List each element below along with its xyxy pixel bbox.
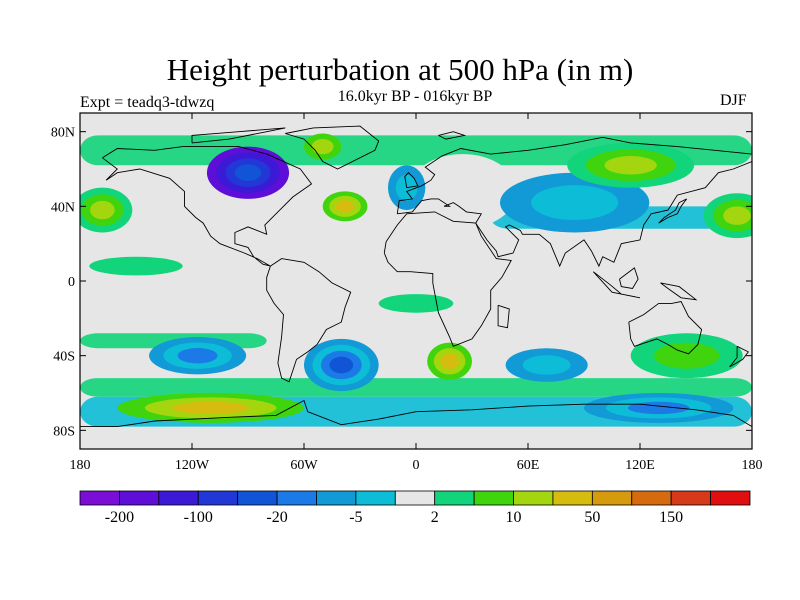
coastline-indonesia <box>592 271 641 299</box>
coastline-borneo <box>619 267 639 289</box>
anomaly-southern-ocean-high <box>117 393 304 423</box>
coastline-britain <box>404 172 419 189</box>
contour-level <box>654 342 720 369</box>
colorbar-swatch <box>473 490 514 506</box>
contour-level <box>172 401 250 415</box>
anomaly-north-atlantic-high <box>322 191 368 222</box>
contour-level <box>177 347 218 364</box>
chart-subtitle: 16.0kyr BP - 016kyr BP <box>337 88 493 105</box>
anomaly-south-africa-high <box>427 342 472 380</box>
coastline-antarctica <box>80 399 752 428</box>
colorbar-swatch <box>434 490 475 506</box>
x-tick-label: 120W <box>175 458 210 473</box>
contour-level <box>329 356 354 374</box>
colorbar-label: 50 <box>584 509 600 526</box>
anomaly-asia-low <box>500 172 650 233</box>
contour-level <box>378 294 454 313</box>
colorbar-label: -5 <box>349 509 362 526</box>
x-tick-label: 180 <box>70 458 91 473</box>
anomaly-eastern-europe-ring <box>408 154 517 229</box>
colorbar-swatch <box>552 490 593 506</box>
anomaly-australia-high <box>630 333 743 379</box>
colorbar-label: 10 <box>506 509 522 526</box>
colorbar-label: -20 <box>266 509 287 526</box>
anomaly-tropical-west-band <box>89 256 183 276</box>
contour-level <box>89 256 183 276</box>
contour-level <box>723 206 751 225</box>
season-label: DJF <box>720 92 747 109</box>
contour-level <box>522 355 571 375</box>
coastline-south-america <box>266 258 352 383</box>
contour-level <box>311 138 334 155</box>
y-tick-label: 40S <box>53 350 75 365</box>
coastline-australia <box>628 300 703 355</box>
axis-ticks: 80N 40N 0 40S 80S 180 120W 60W 0 60E 120E 180 <box>51 113 763 473</box>
contour-level <box>234 164 262 182</box>
field-band-1 <box>80 378 752 397</box>
colorbar-label: -100 <box>184 509 213 526</box>
anomaly-greenland-high <box>304 133 342 160</box>
coastline-svalbard <box>438 131 467 140</box>
coastline-arctic-islands <box>191 127 286 144</box>
anomaly-southern-ocean-low <box>584 393 734 423</box>
colorbar-swatch <box>158 490 199 506</box>
coastline-africa <box>383 211 512 347</box>
anomaly-siberia-high <box>567 142 695 188</box>
experiment-label: Expt = teadq3-tdwzq <box>80 94 215 111</box>
colorbar-swatch <box>119 490 160 506</box>
anomaly-south-indian-low <box>505 348 588 382</box>
contour-level <box>604 156 657 175</box>
anomaly-east-pacific-high <box>80 187 133 233</box>
coastline-new-guinea <box>660 282 698 301</box>
contour-level <box>335 200 355 213</box>
contour-level <box>408 154 517 229</box>
colorbar-label: 150 <box>659 509 683 526</box>
contour-level <box>440 353 459 369</box>
contour-level <box>531 185 619 221</box>
y-tick-label: 0 <box>68 275 75 290</box>
coastline-madagascar <box>497 304 510 329</box>
colorbar-swatch <box>79 490 120 506</box>
colorbar-swatch <box>276 490 317 506</box>
x-tick-label: 60W <box>290 458 318 473</box>
anomaly-south-pacific-low <box>149 337 247 375</box>
anomaly-tropical-africa-band <box>378 294 454 313</box>
colorbar-swatch <box>710 490 751 506</box>
anomaly-south-atlantic-low <box>304 338 379 392</box>
chart-title: Height perturbation at 500 hPa (in m) <box>166 52 634 87</box>
colorbar-swatch <box>394 490 436 506</box>
x-tick-label: 60E <box>517 458 540 473</box>
colorbar-label: 2 <box>431 509 439 526</box>
y-tick-label: 40N <box>51 200 75 215</box>
contour-field <box>80 113 752 449</box>
y-tick-label: 80S <box>53 424 75 439</box>
colorbar: -200 -100 -20 -5 2 10 50 150 <box>79 490 751 526</box>
coastline-eurasia <box>396 136 752 268</box>
coastlines <box>80 125 752 428</box>
coastline-new-zealand <box>729 345 749 368</box>
x-tick-label: 120E <box>625 458 655 473</box>
contour-level <box>90 200 115 220</box>
coastline-north-america <box>102 146 313 267</box>
coastline-greenland <box>285 125 380 170</box>
colorbar-swatch <box>316 490 357 506</box>
coastline-japan <box>658 198 688 224</box>
colorbar-label: -200 <box>105 509 134 526</box>
colorbar-swatch <box>591 490 633 506</box>
x-tick-label: 0 <box>413 458 420 473</box>
anomaly-north-america-low <box>206 146 290 199</box>
colorbar-swatch <box>670 490 711 506</box>
colorbar-swatch <box>237 490 278 506</box>
x-tick-label: 180 <box>742 458 763 473</box>
anomaly-north-pacific-high <box>703 193 752 239</box>
colorbar-swatch <box>197 490 239 506</box>
colorbar-swatch <box>513 490 554 506</box>
colorbar-swatch <box>355 490 396 506</box>
y-tick-label: 80N <box>51 126 75 141</box>
colorbar-swatch <box>631 490 672 506</box>
